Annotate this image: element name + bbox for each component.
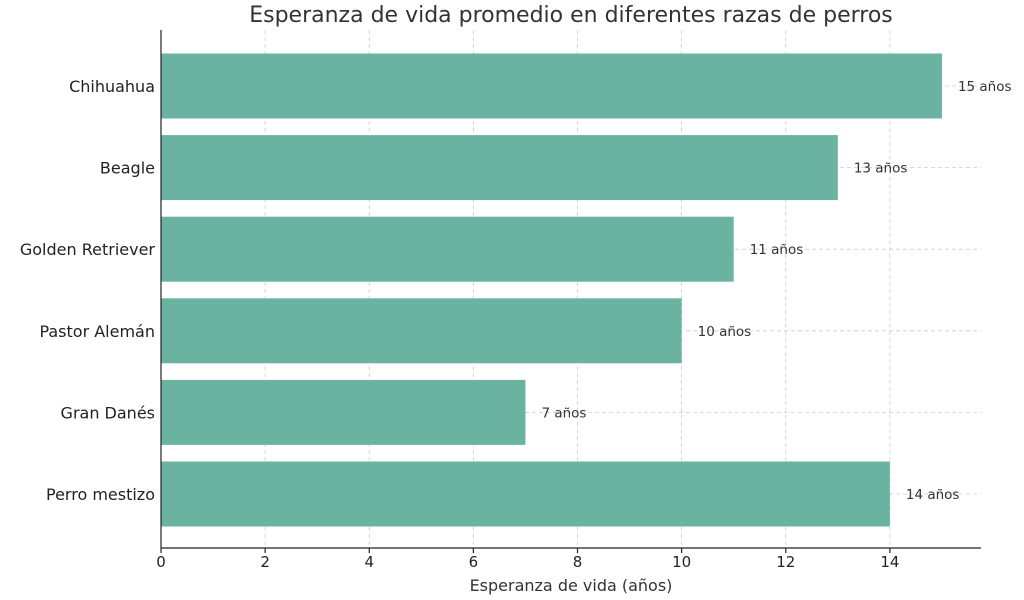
data-labels: 15 años 13 años 11 años 10 años 7 años 14 año… [541,79,1011,503]
bar [161,216,734,282]
data-label: 10 años [698,324,752,340]
category-label: Perro mestizo [46,485,155,504]
category-label: Pastor Alemán [39,322,155,341]
x-tick-label: 4 [364,553,374,571]
category-label: Gran Danés [61,403,155,422]
bar [161,379,526,445]
x-tick-label: 10 [672,553,691,571]
category-labels: Chihuahua Beagle Golden Retriever Pastor Al… [20,77,156,504]
chart-title: Esperanza de vida promedio en diferentes… [249,3,893,28]
x-tick-label: 8 [573,553,583,571]
x-tick-label: 2 [260,553,270,571]
x-tick-label: 6 [469,553,479,571]
category-label: Chihuahua [69,77,155,96]
bar [161,298,682,364]
x-tick-label: 12 [776,553,795,571]
data-label: 13 años [854,161,908,177]
x-axis-title: Esperanza de vida (años) [470,576,673,595]
data-label: 15 años [958,79,1012,95]
bar [161,53,942,119]
data-label: 14 años [906,487,960,503]
data-label: 7 años [541,405,586,421]
bar [161,135,838,201]
x-axis-ticks: 0 2 4 6 8 10 12 14 [156,548,899,571]
x-tick-label: 0 [156,553,166,571]
bar [161,461,890,527]
bars [161,53,942,527]
category-label: Beagle [100,159,155,178]
category-label: Golden Retriever [20,240,156,259]
x-tick-label: 14 [880,553,899,571]
data-label: 11 años [750,242,804,258]
